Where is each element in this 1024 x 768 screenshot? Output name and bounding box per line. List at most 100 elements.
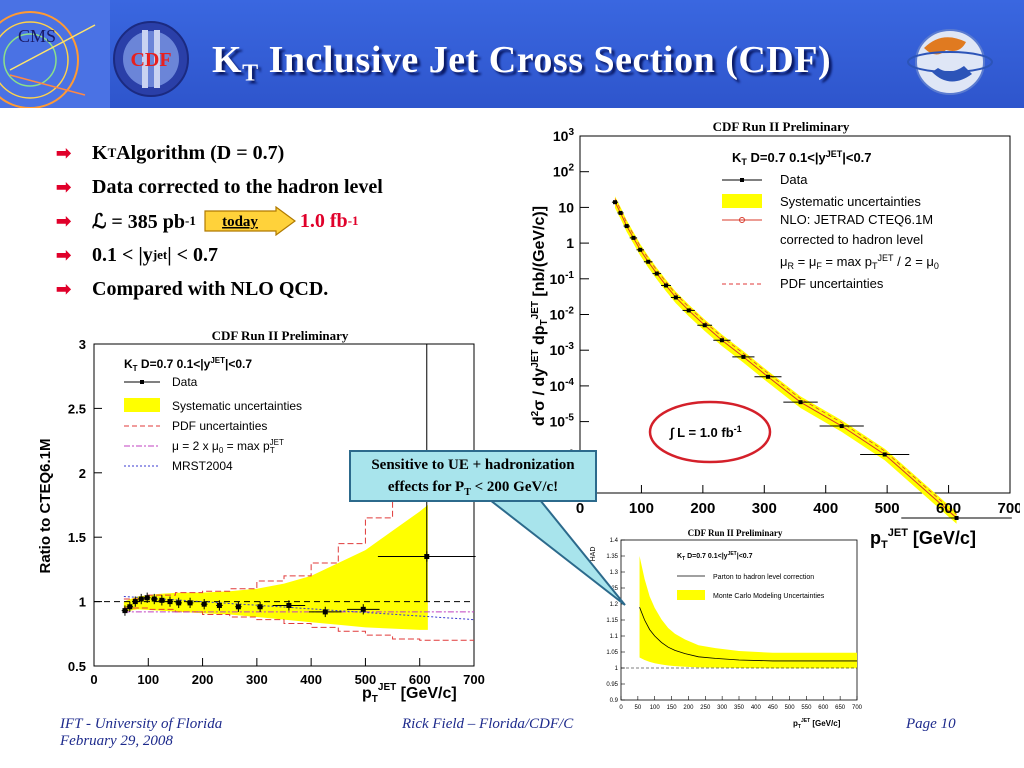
data-point (819, 424, 864, 429)
legend-item: MRST2004 (172, 459, 233, 473)
x-tick-label: 450 (768, 705, 779, 711)
y-tick-label: 102 (553, 163, 575, 180)
data-point (132, 596, 139, 607)
x-tick-label: 300 (246, 672, 268, 687)
footer-institution: IFT - University of Florida February 29,… (60, 716, 223, 749)
data-point (901, 515, 1012, 520)
y-tick-label: 1.2 (610, 602, 619, 608)
mc-uncertainty-band (639, 556, 857, 669)
y-tick-label: 1.4 (610, 538, 619, 544)
x-tick-label: 700 (997, 500, 1020, 517)
x-tick-label: 100 (137, 672, 159, 687)
y-tick-label: 103 (553, 127, 575, 144)
legend-item: Monte Carlo Modeling Uncertainties (713, 593, 825, 600)
data-point (623, 224, 630, 229)
data-point (629, 235, 638, 240)
y-tick-label: 1.5 (68, 530, 86, 545)
data-point (126, 601, 134, 612)
x-tick-label: 200 (690, 500, 715, 517)
y-tick-label: 1.15 (606, 618, 618, 624)
y-tick-label: 2.5 (68, 401, 86, 416)
pdf-upper-bound (123, 485, 474, 600)
list-item: ➡ Data corrected to the hadron level (56, 175, 383, 198)
y-tick-label: 10-3 (550, 341, 575, 358)
data-point (617, 210, 624, 215)
data-point (697, 323, 713, 328)
data-point (200, 599, 208, 610)
callout-note: Sensitive to UE + hadronization effects … (349, 450, 597, 502)
legend-item: PDF uncertainties (172, 419, 267, 433)
x-tick-label: 500 (785, 705, 796, 711)
data-point (643, 259, 653, 264)
data-point (652, 271, 662, 276)
x-tick-label: 600 (936, 500, 961, 517)
x-tick-label: 0 (619, 705, 623, 711)
data-point (754, 374, 782, 379)
chart-title: CDF Run II Preliminary (688, 528, 783, 538)
data-point (186, 597, 194, 609)
x-tick-label: 550 (801, 705, 812, 711)
correction-curve (639, 607, 857, 662)
x-tick-label: 700 (463, 672, 485, 687)
y-tick-label: 1.05 (606, 650, 618, 656)
legend-item: PDF uncertainties (780, 276, 884, 291)
legend-item: NLO: JETRAD CTEQ6.1M (780, 212, 933, 227)
lumi-annotation-oval (648, 400, 772, 464)
page-title: KT Inclusive Jet Cross Section (CDF) (212, 39, 832, 87)
x-tick-label: 500 (875, 500, 900, 517)
x-tick-label: 200 (192, 672, 214, 687)
y-axis-label: Ratio to CTEQ6.1M (37, 438, 54, 573)
y-axis-label: d2σ / dyJET dpTJET [nb/(GeV/c)] (530, 206, 550, 426)
data-point (158, 595, 166, 606)
y-tick-label: 2 (79, 466, 86, 481)
data-point (661, 283, 671, 288)
data-point (137, 593, 145, 605)
y-tick-label: 10 (558, 199, 574, 215)
cdf-logo: CDF (113, 21, 189, 97)
data-point (783, 400, 818, 405)
chart-title: CDF Run II Preliminary (713, 119, 850, 134)
x-tick-label: 0 (90, 672, 97, 687)
arrow-icon: ➡ (56, 278, 72, 299)
x-tick-label: 200 (683, 705, 694, 711)
chart-legend: KT D=0.7 0.1<|yJET|<0.7 Data Systematic … (124, 356, 302, 473)
x-tick-label: 500 (355, 672, 377, 687)
data-point (713, 338, 731, 343)
x-tick-label: 400 (300, 672, 322, 687)
data-point (682, 308, 695, 313)
data-point (670, 295, 681, 300)
legend-item: Systematic uncertainties (172, 399, 302, 413)
x-tick-label: 400 (813, 500, 838, 517)
y-tick-label: 10-5 (550, 413, 575, 430)
legend-item: Data (172, 375, 198, 389)
legend-header: KT D=0.7 0.1<|yJET|<0.7 (677, 551, 753, 562)
y-tick-label: 0.5 (68, 659, 86, 674)
footer-author: Rick Field – Florida/CDF/C (402, 716, 574, 732)
arrow-icon: ➡ (56, 244, 72, 265)
today-label: today (222, 214, 258, 230)
footer-page-number: Page 10 (906, 716, 956, 732)
x-tick-label: 350 (734, 705, 745, 711)
y-tick-label: 1 (566, 235, 574, 251)
y-tick-label: 0.9 (610, 698, 619, 704)
x-tick-label: 100 (650, 705, 661, 711)
data-point (175, 597, 182, 609)
chart-title: CDF Run II Preliminary (212, 328, 349, 343)
y-tick-label: 10-2 (550, 306, 575, 323)
x-axis-label: pTJET [GeV/c] (870, 527, 976, 551)
data-point (166, 596, 174, 607)
data-point (121, 605, 129, 616)
data-point (636, 247, 644, 252)
cms-label: CMS (18, 26, 56, 46)
data-point (611, 200, 619, 205)
title-banner: CMS CDF KT Inclusive Jet Cross Section (… (0, 0, 1024, 108)
list-item: ➡ ℒ = 385 pb -1 today 1.0 fb -1 (56, 204, 383, 238)
y-tick-label: 0.95 (606, 682, 618, 688)
y-tick-label: 3 (79, 337, 86, 352)
y-axis-label: HAD (590, 547, 597, 562)
ratio-chart: CDF Run II Preliminary 0 100 200 300 400 500 6… (37, 328, 485, 705)
list-item: ➡ Compared with NLO QCD. (56, 277, 329, 300)
arrow-icon: ➡ (56, 210, 72, 231)
